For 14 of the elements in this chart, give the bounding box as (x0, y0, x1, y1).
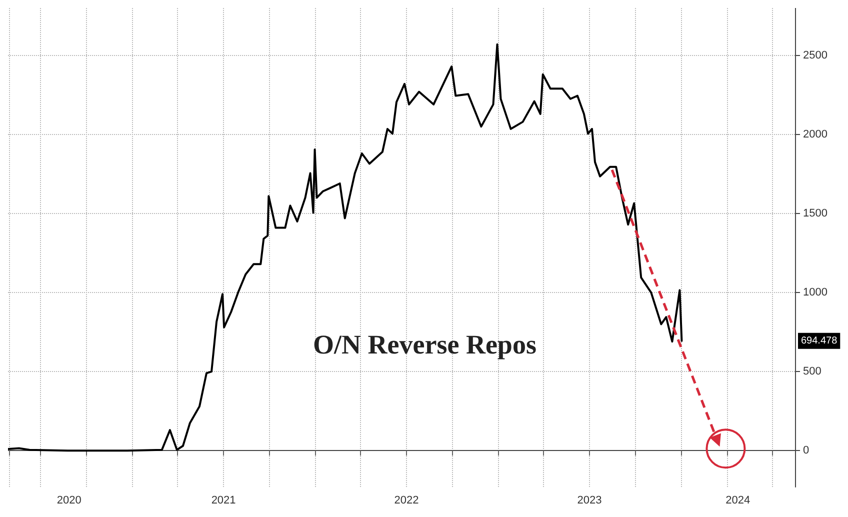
text: 694.478 (801, 335, 838, 346)
y-tick-label: 2500 (803, 49, 828, 62)
y-tick-label: 1000 (803, 286, 828, 299)
x-tick-label: 2023 (577, 494, 602, 506)
x-tick-label: 2024 (726, 494, 750, 506)
line-series (8, 43, 683, 452)
y-tick-label: 500 (803, 366, 822, 378)
x-tick-label: 2020 (56, 494, 82, 506)
y-tick-label: 2000 (803, 128, 828, 140)
text: O/N Reverse Repos (313, 330, 536, 360)
x-tick-label: 2021 (211, 494, 236, 506)
x-tick-label: 2022 (394, 494, 419, 506)
y-tick-label: 0 (803, 444, 810, 457)
y-tick-label: 1500 (803, 208, 828, 220)
